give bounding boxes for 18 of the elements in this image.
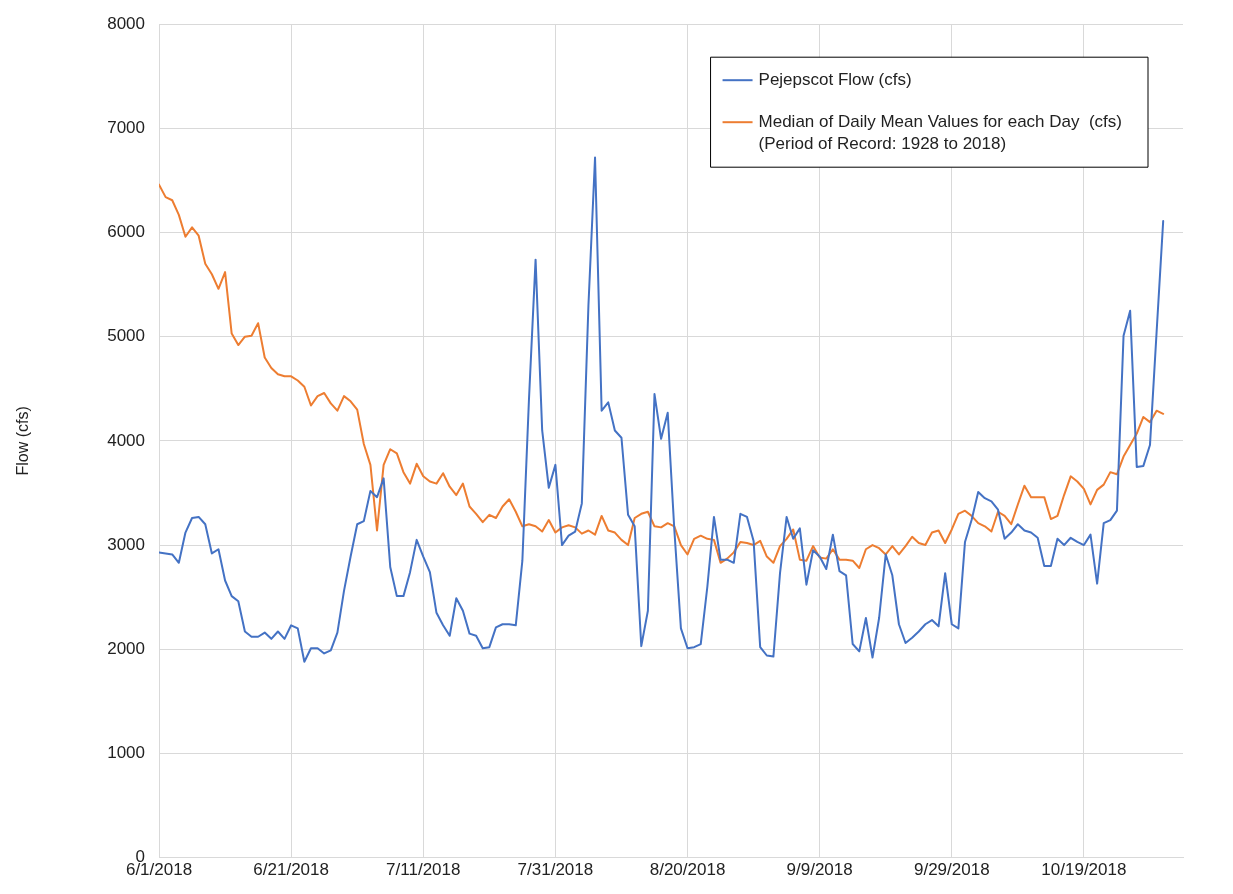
y-tick-label: 6000 (107, 222, 146, 242)
y-axis-title: Flow (cfs) (14, 406, 32, 476)
x-tick-label: 7/31/2018 (517, 860, 594, 880)
y-tick-label: 1000 (107, 743, 146, 763)
x-tick-label: 7/11/2018 (386, 860, 461, 880)
x-tick-label: 9/29/2018 (913, 860, 990, 880)
y-tick-label: 3000 (107, 534, 146, 554)
y-tick-label: 7000 (107, 118, 146, 138)
y-tick-label: 2000 (107, 638, 146, 658)
y-tick-label: 4000 (107, 430, 146, 450)
x-tick-label: 9/9/2018 (786, 860, 853, 880)
x-tick-label: 10/19/2018 (1041, 860, 1127, 880)
y-tick-label: 5000 (107, 326, 146, 346)
legend-label: Median of Daily Mean Values for each Day (cfs) (Period of Record: 1928 to 2018) (758, 111, 1122, 153)
x-tick-label: 8/20/2018 (649, 860, 726, 880)
x-tick-label: 6/21/2018 (253, 860, 329, 880)
y-tick-label: 8000 (107, 13, 146, 33)
legend-label: Pejepscot Flow (cfs) (758, 69, 912, 89)
